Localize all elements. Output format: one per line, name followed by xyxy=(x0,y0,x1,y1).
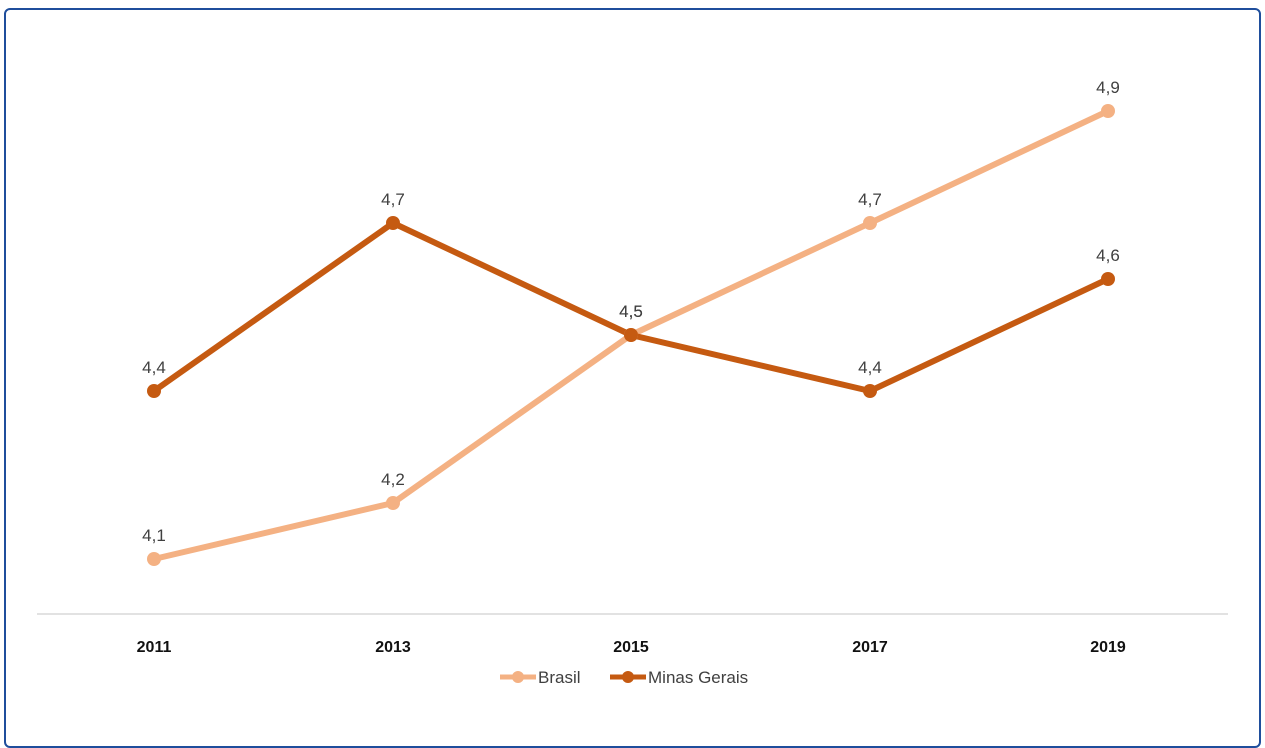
x-tick-label: 2019 xyxy=(1090,639,1126,656)
data-label: 4,4 xyxy=(142,358,166,377)
data-label: 4,1 xyxy=(142,526,166,545)
data-label: 4,7 xyxy=(858,190,882,209)
data-point xyxy=(147,384,161,398)
x-tick-label: 2017 xyxy=(852,639,888,656)
legend-label: Brasil xyxy=(538,668,581,687)
legend-item: Minas Gerais xyxy=(610,668,748,687)
data-point xyxy=(386,496,400,510)
data-label: 4,9 xyxy=(1096,78,1120,97)
data-point xyxy=(1101,272,1115,286)
data-point xyxy=(863,384,877,398)
legend-label: Minas Gerais xyxy=(648,668,748,687)
x-tick-label: 2011 xyxy=(137,639,172,656)
data-label: 4,4 xyxy=(858,358,882,377)
legend-item: Brasil xyxy=(500,668,581,687)
data-point xyxy=(624,328,638,342)
data-label: 4,5 xyxy=(619,302,643,321)
data-label: 4,6 xyxy=(1096,246,1120,265)
x-tick-label: 2013 xyxy=(375,639,411,656)
chart-frame xyxy=(4,8,1261,748)
legend-marker xyxy=(512,671,524,683)
legend-marker xyxy=(622,671,634,683)
data-label: 4,5 xyxy=(619,302,643,321)
line-chart: 4,14,24,54,74,94,44,74,54,44,6 2011 2013 2… xyxy=(37,78,1228,687)
data-label: 4,2 xyxy=(381,470,405,489)
data-point xyxy=(1101,104,1115,118)
data-label: 4,7 xyxy=(381,190,405,209)
data-point xyxy=(386,216,400,230)
data-point xyxy=(147,552,161,566)
data-point xyxy=(863,216,877,230)
x-tick-label: 2015 xyxy=(613,639,649,656)
